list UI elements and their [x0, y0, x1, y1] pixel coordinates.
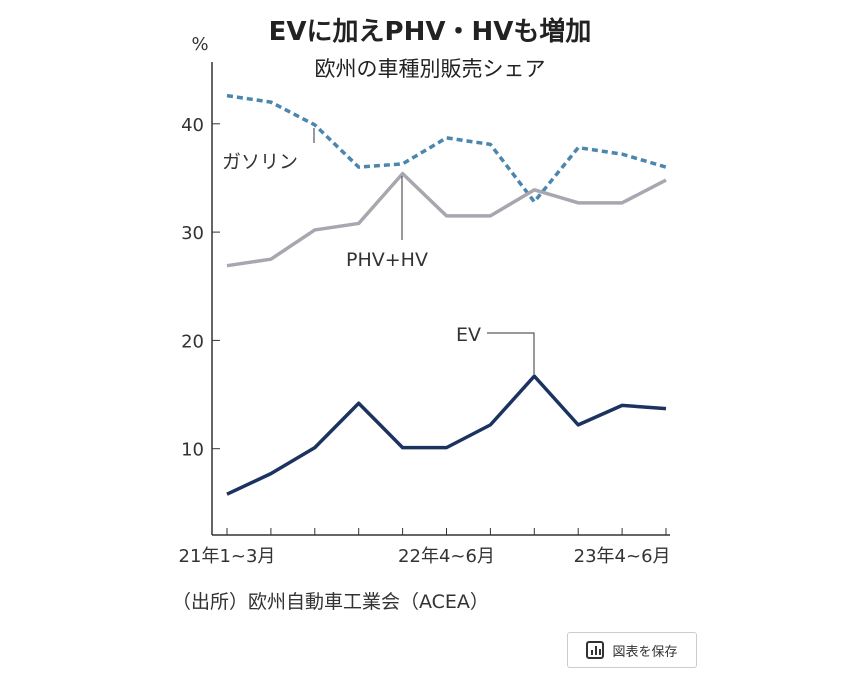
bar-chart-icon [586, 641, 605, 659]
series-label-gasoline: ガソリン [222, 151, 298, 173]
x-tick-label: 22年4~6月 [398, 546, 495, 567]
chart-title: EVに加えPHV・HVも増加 [269, 17, 592, 47]
y-tick-label: 20 [181, 331, 204, 352]
series-line-EV [226, 374, 667, 496]
source-note: （出所）欧州自動車工業会（ACEA） [172, 591, 489, 613]
x-tick-label: 21年1~3月 [179, 546, 276, 567]
y-axis-unit: % [191, 34, 208, 55]
chart-subtitle: 欧州の車種別販売シェア [315, 57, 546, 81]
series-label-ev: EV [456, 324, 481, 346]
series-line-ガソリン [226, 93, 667, 204]
y-tick-label: 40 [181, 115, 204, 136]
x-tick-label: 23年4~6月 [574, 546, 671, 567]
series-label-phv-hv: PHV+HV [346, 249, 428, 271]
annotation-leader [487, 332, 535, 374]
save-chart-label: 図表を保存 [612, 644, 678, 660]
save-chart-button[interactable]: 図表を保存 [567, 632, 697, 668]
y-tick-label: 10 [181, 440, 204, 461]
y-tick-label: 30 [181, 223, 204, 244]
series-line-PHV+HV [226, 171, 667, 268]
